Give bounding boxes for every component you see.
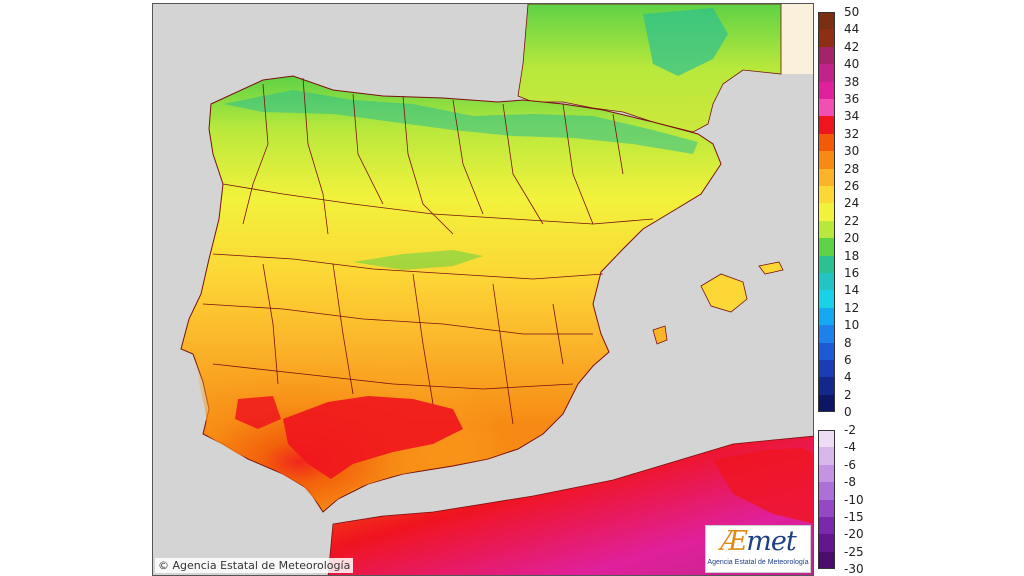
legend-label: 40 — [844, 57, 860, 72]
balearic-mallorca — [700, 273, 748, 313]
legend-label: -2 — [844, 423, 856, 437]
legend-label: 8 — [844, 335, 852, 350]
legend-swatch-positive-18 — [818, 325, 835, 343]
legend-swatch-positive-2 — [818, 46, 835, 65]
outside-land — [781, 4, 813, 74]
legend-swatch-positive-10 — [818, 186, 835, 204]
legend-swatch-positive-7 — [818, 133, 835, 152]
legend-swatch-negative-7 — [818, 551, 835, 570]
legend-swatch-positive-9 — [818, 168, 835, 186]
legend-label: -4 — [844, 440, 856, 455]
balearic-ibiza — [652, 325, 668, 345]
legend-label: 36 — [844, 92, 860, 106]
central-system-cool-band — [353, 250, 483, 270]
legend-label: 14 — [844, 283, 860, 298]
legend-swatch-negative-6 — [818, 534, 835, 552]
legend-swatch-positive-0 — [818, 12, 835, 30]
legend-swatch-positive-6 — [818, 116, 835, 134]
legend-swatch-positive-21 — [818, 377, 835, 395]
guadalquivir-hotspot — [283, 396, 463, 479]
legend-label: -20 — [844, 527, 864, 542]
legend-label: 10 — [844, 318, 860, 333]
massif-central-cool-zone — [643, 8, 728, 76]
legend-label: 50 — [844, 5, 860, 19]
legend-swatch-positive-1 — [818, 29, 835, 47]
north-africa-region — [327, 435, 813, 575]
legend-label: 38 — [844, 74, 860, 89]
province-borders — [202, 77, 654, 425]
aemet-wordmark: Æmet — [720, 526, 796, 557]
legend-swatch-negative-0 — [818, 430, 835, 448]
legend-swatch-positive-15 — [818, 273, 835, 291]
legend-swatch-positive-20 — [818, 360, 835, 378]
legend-label: 30 — [844, 144, 860, 159]
legend-swatch-positive-5 — [818, 99, 835, 117]
legend-label: 12 — [844, 300, 860, 315]
hotspot-west — [235, 396, 281, 429]
map-canvas — [153, 4, 813, 575]
balearic-menorca — [758, 261, 784, 275]
legend-swatch-positive-16 — [818, 290, 835, 308]
legend-label: 34 — [844, 109, 860, 124]
copyright-text: © Agencia Estatal de Meteorología — [155, 558, 354, 573]
legend-label: -8 — [844, 475, 856, 490]
legend-label: 0 — [844, 405, 852, 420]
legend-swatch-positive-17 — [818, 307, 835, 326]
legend-swatch-negative-3 — [818, 482, 835, 500]
legend-label: -6 — [844, 457, 856, 472]
legend-label: 22 — [844, 213, 860, 228]
aemet-subtitle: Agencia Estatal de Meteorología — [707, 559, 809, 566]
legend-label: 32 — [844, 126, 860, 141]
legend-label: 42 — [844, 39, 860, 54]
legend-label: -10 — [844, 492, 864, 507]
legend-label: 16 — [844, 266, 860, 280]
legend-label: 4 — [844, 370, 852, 385]
legend-label: -15 — [844, 510, 864, 524]
legend-swatch-positive-8 — [818, 151, 835, 169]
legend-label: -30 — [844, 562, 864, 576]
cantabrian-cool-band — [223, 90, 698, 154]
legend-swatch-negative-1 — [818, 447, 835, 465]
aemet-logo: Æmet Agencia Estatal de Meteorología — [705, 525, 811, 573]
legend-label: 24 — [844, 196, 860, 211]
legend-label: 44 — [844, 22, 860, 37]
legend-swatch-positive-11 — [818, 203, 835, 221]
temperature-map: © Agencia Estatal de Meteorología Æmet A… — [152, 3, 814, 576]
legend-label: 26 — [844, 179, 860, 193]
legend-label: 28 — [844, 161, 860, 176]
legend-swatch-negative-5 — [818, 517, 835, 535]
legend-swatch-positive-12 — [818, 220, 835, 239]
legend-label: -25 — [844, 544, 864, 559]
temperature-legend: 50 44 42 40 38 36 34 32 30 28 26 24 22 20 18 16 14 12 10 8 6… — [818, 6, 868, 576]
legend-swatch-positive-19 — [818, 342, 835, 360]
legend-swatch-positive-13 — [818, 238, 835, 256]
legend-swatch-positive-14 — [818, 255, 835, 273]
legend-label: 20 — [844, 231, 860, 246]
north-africa-hot-zone — [713, 448, 813, 524]
legend-label: 6 — [844, 353, 852, 367]
legend-label: 2 — [844, 387, 852, 402]
legend-swatch-positive-22 — [818, 394, 835, 413]
legend-swatch-positive-4 — [818, 81, 835, 99]
legend-swatch-negative-2 — [818, 464, 835, 483]
legend-label: 18 — [844, 248, 860, 263]
legend-swatch-negative-4 — [818, 499, 835, 517]
legend-swatch-positive-3 — [818, 64, 835, 82]
